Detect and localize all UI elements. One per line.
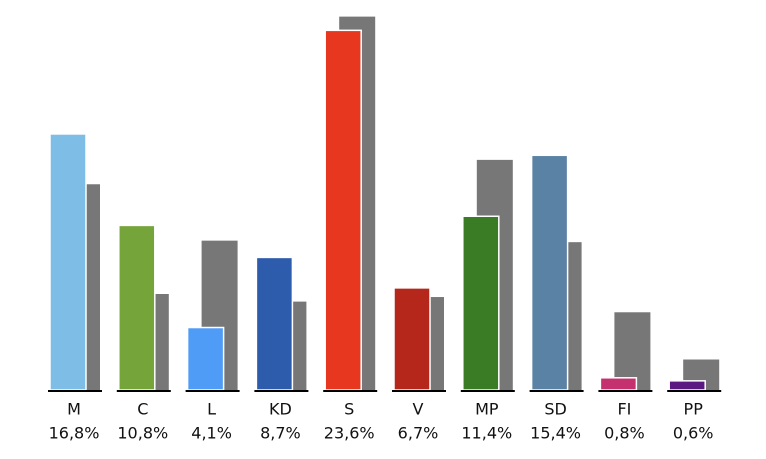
bar (393, 287, 431, 391)
value-label: 23,6% (324, 424, 375, 443)
value-label: 0,8% (604, 424, 645, 443)
bar (118, 224, 156, 391)
previous-bar (614, 312, 651, 390)
bar (49, 133, 87, 391)
x-tick-label: MP (475, 400, 499, 419)
value-label: 16,8% (49, 424, 100, 443)
value-label: 0,6% (673, 424, 714, 443)
x-tick-label: V (413, 400, 424, 419)
x-tick-label: SD (544, 400, 566, 419)
value-label: 4,1% (191, 424, 232, 443)
bar (186, 326, 225, 391)
value-label: 10,8% (117, 424, 168, 443)
x-tick-label: PP (684, 400, 704, 419)
x-tick-label: L (207, 400, 216, 419)
x-tick-label: S (344, 400, 354, 419)
value-label: 15,4% (530, 424, 581, 443)
value-label: 6,7% (398, 424, 439, 443)
bar (530, 154, 569, 391)
bar (462, 215, 500, 391)
value-label: 8,7% (260, 424, 301, 443)
bar (324, 29, 362, 391)
value-label: 11,4% (461, 424, 512, 443)
x-tick-label: C (137, 400, 148, 419)
x-tick-label: FI (617, 400, 631, 419)
x-tick-label: KD (269, 400, 292, 419)
bar (668, 380, 706, 391)
bar (255, 256, 294, 391)
bar (599, 377, 638, 391)
x-tick-label: M (67, 400, 81, 419)
